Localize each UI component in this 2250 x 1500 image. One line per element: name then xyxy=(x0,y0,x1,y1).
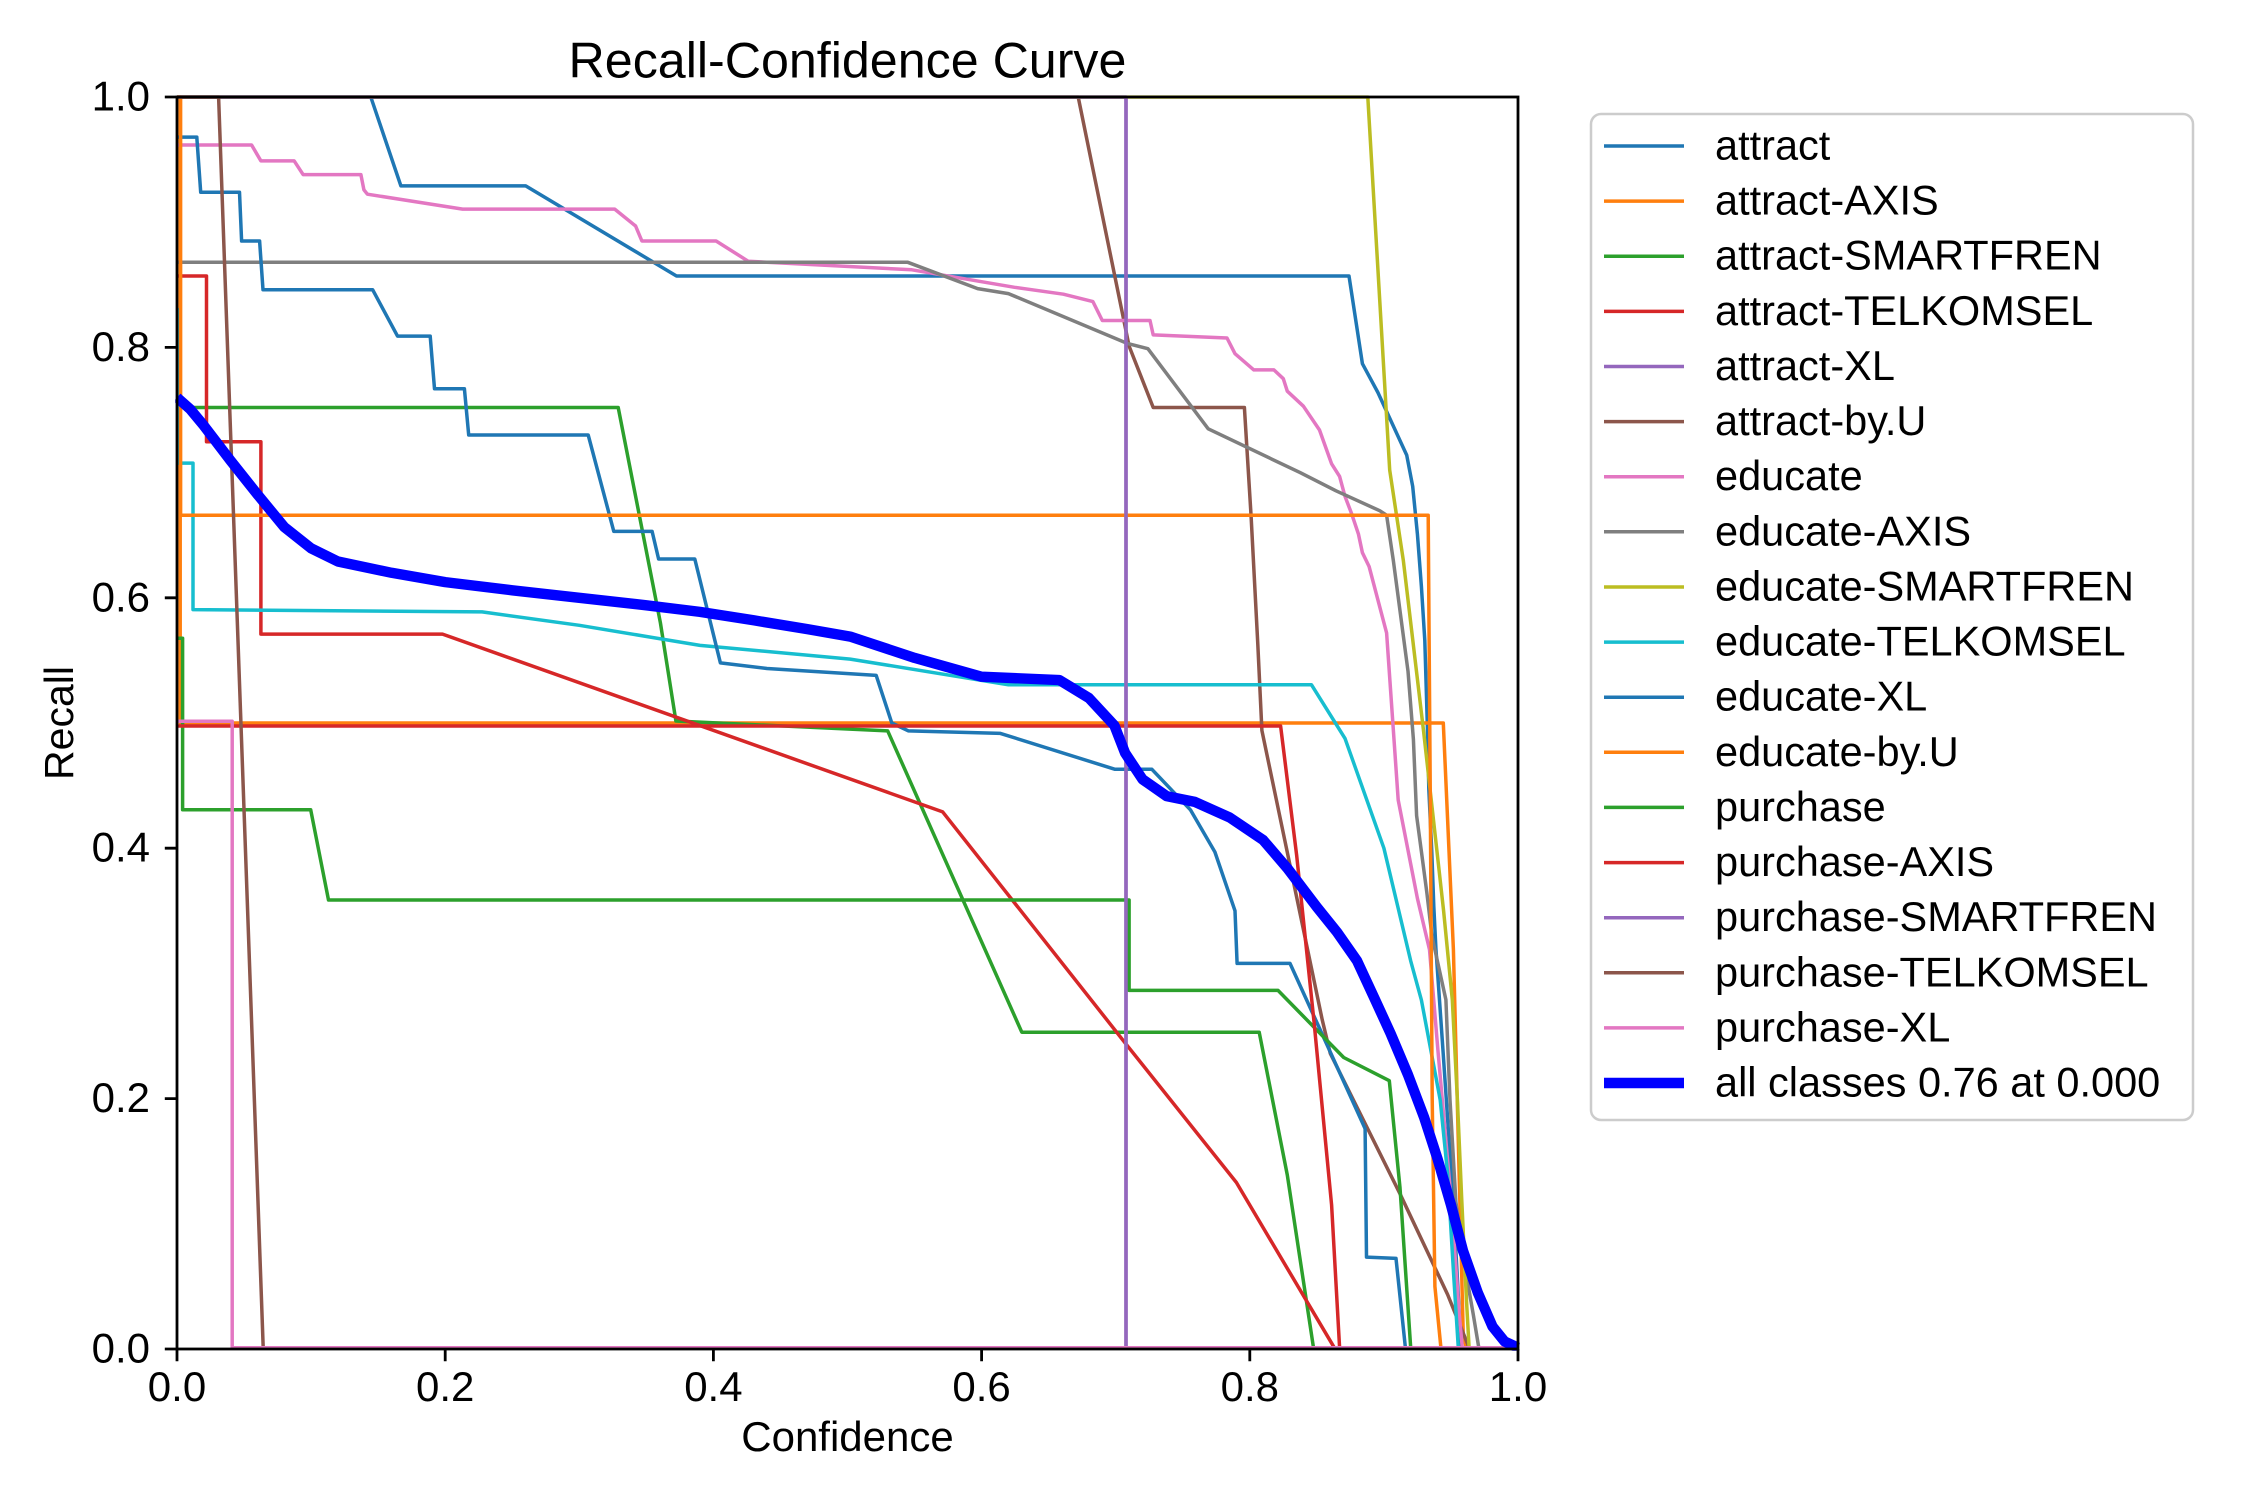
svg-text:purchase-SMARTFREN: purchase-SMARTFREN xyxy=(1715,893,2157,940)
svg-text:Recall: Recall xyxy=(36,666,82,780)
svg-text:0.0: 0.0 xyxy=(148,1363,206,1410)
svg-text:Recall-Confidence Curve: Recall-Confidence Curve xyxy=(569,33,1127,89)
svg-text:Confidence: Confidence xyxy=(741,1413,953,1460)
svg-text:purchase-AXIS: purchase-AXIS xyxy=(1715,838,1994,885)
svg-text:0.2: 0.2 xyxy=(416,1363,474,1410)
svg-text:educate: educate xyxy=(1715,452,1863,499)
svg-text:0.6: 0.6 xyxy=(952,1363,1010,1410)
svg-text:educate-AXIS: educate-AXIS xyxy=(1715,507,1971,554)
svg-text:0.8: 0.8 xyxy=(1221,1363,1279,1410)
svg-text:0.8: 0.8 xyxy=(92,323,150,370)
svg-text:purchase-XL: purchase-XL xyxy=(1715,1003,1950,1050)
svg-text:0.4: 0.4 xyxy=(684,1363,742,1410)
svg-text:purchase-TELKOMSEL: purchase-TELKOMSEL xyxy=(1715,948,2149,995)
svg-text:educate-SMARTFREN: educate-SMARTFREN xyxy=(1715,563,2134,610)
svg-text:educate-by.U: educate-by.U xyxy=(1715,728,1959,775)
svg-text:attract-TELKOMSEL: attract-TELKOMSEL xyxy=(1715,287,2093,334)
svg-text:0.2: 0.2 xyxy=(92,1074,150,1121)
svg-text:attract-by.U: attract-by.U xyxy=(1715,397,1926,444)
svg-text:1.0: 1.0 xyxy=(92,73,150,120)
svg-text:attract-SMARTFREN: attract-SMARTFREN xyxy=(1715,232,2102,279)
svg-text:0.6: 0.6 xyxy=(92,573,150,620)
svg-text:educate-XL: educate-XL xyxy=(1715,673,1927,720)
svg-text:1.0: 1.0 xyxy=(1489,1363,1547,1410)
svg-text:all classes 0.76 at 0.000: all classes 0.76 at 0.000 xyxy=(1715,1059,2160,1106)
svg-text:educate-TELKOMSEL: educate-TELKOMSEL xyxy=(1715,618,2126,665)
svg-text:attract: attract xyxy=(1715,122,1831,169)
svg-text:attract-AXIS: attract-AXIS xyxy=(1715,177,1939,224)
svg-text:purchase: purchase xyxy=(1715,783,1886,830)
svg-text:0.4: 0.4 xyxy=(92,824,150,871)
svg-text:0.0: 0.0 xyxy=(92,1325,150,1372)
svg-text:attract-XL: attract-XL xyxy=(1715,342,1895,389)
